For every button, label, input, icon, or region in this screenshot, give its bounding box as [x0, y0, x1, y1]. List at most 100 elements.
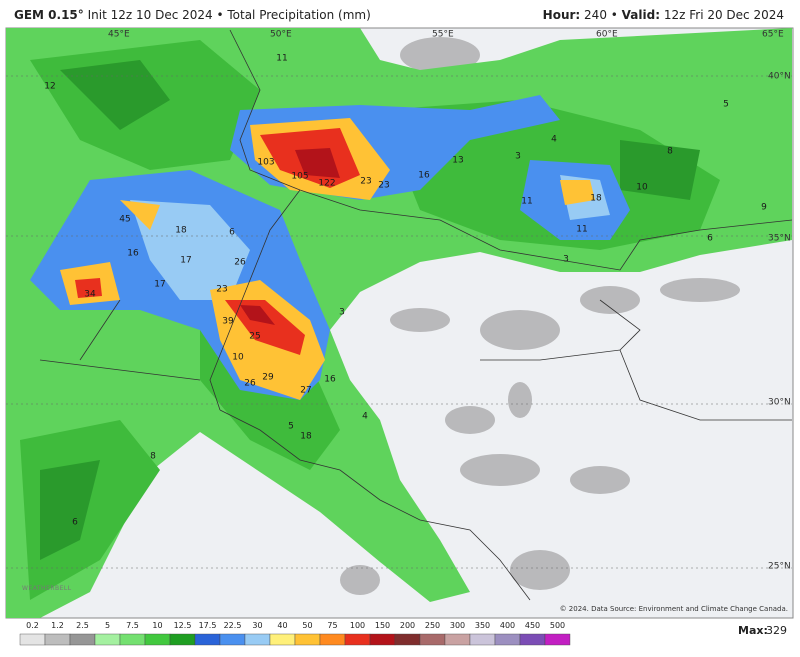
legend-label: 10: [152, 621, 162, 630]
legend-swatch: [344, 633, 371, 646]
legend-label: 0.2: [26, 621, 39, 630]
legend-swatch: [444, 633, 471, 646]
legend-swatch: [144, 633, 171, 646]
value-label: 26: [234, 258, 246, 268]
value-label: 23: [216, 285, 227, 295]
value-label: 4: [551, 135, 557, 145]
credit: © 2024. Data Source: Environment and Cli…: [560, 605, 788, 613]
value-label: 16: [127, 249, 139, 259]
watermark: WEATHERBELL: [22, 585, 72, 592]
legend-label: 5: [105, 621, 110, 630]
value-label: 8: [667, 147, 673, 157]
legend-label: 17.5: [199, 621, 217, 630]
green-darker: [40, 60, 700, 560]
valid: 12z Fri 20 Dec 2024: [663, 8, 784, 22]
value-label: 10: [232, 353, 244, 363]
legend-label: 40: [277, 621, 287, 630]
legend-swatch: [419, 633, 446, 646]
legend-label: 7.5: [126, 621, 139, 630]
legend-label: 200: [400, 621, 415, 630]
legend-swatch: [494, 633, 521, 646]
value-label: 11: [521, 197, 532, 207]
value-label: 34: [84, 290, 96, 300]
legend-label: 500: [550, 621, 565, 630]
legend-label: 30: [252, 621, 262, 630]
legend-swatch: [519, 633, 546, 646]
legend-label: 300: [450, 621, 465, 630]
lon-label: 55°E: [432, 30, 454, 40]
value-label: 18: [175, 226, 187, 236]
legend: 0.2 1.2 2.5 5 7.5 10 12.5 17.5 22.5 30 40 50 75 100 15…: [19, 621, 571, 646]
legend-swatch: [394, 633, 421, 646]
legend-label: 12.5: [174, 621, 192, 630]
value-label: 29: [262, 373, 274, 383]
legend-swatch: [469, 633, 496, 646]
value-label: 10: [636, 183, 648, 193]
legend-label: 100: [350, 621, 365, 630]
legend-label: 75: [327, 621, 337, 630]
lightblue-areas: [130, 175, 610, 300]
red-areas: [75, 128, 360, 355]
legend-swatch: [94, 633, 121, 646]
value-label: 122: [318, 179, 335, 189]
lon-label: 45°E: [108, 30, 130, 40]
hour: 240 •: [584, 8, 618, 22]
value-label: 16: [324, 375, 336, 385]
lon-label: 50°E: [270, 30, 292, 40]
borders: [39, 29, 793, 601]
legend-swatch: [219, 633, 246, 646]
value-label: 23: [378, 181, 389, 191]
value-label: 39: [222, 317, 234, 327]
value-label: 12: [44, 82, 55, 92]
value-label: 3: [339, 308, 345, 318]
legend-swatch: [369, 633, 396, 646]
legend-swatch: [44, 633, 71, 646]
value-label: 6: [72, 518, 78, 528]
value-label: 6: [229, 228, 235, 238]
value-label: 26: [244, 379, 256, 389]
legend-swatch: [119, 633, 146, 646]
value-label: 5: [288, 422, 294, 432]
header-right: Hour: 240 • Valid: 12z Fri 20 Dec 2024: [543, 8, 784, 22]
lat-label: 35°N: [768, 234, 791, 244]
value-label: 103: [257, 158, 274, 168]
value-label: 11: [576, 225, 587, 235]
value-label: 17: [154, 280, 165, 290]
value-label: 5: [723, 100, 729, 110]
lon-label: 60°E: [596, 30, 618, 40]
value-label: 18: [300, 432, 312, 442]
legend-swatch: [244, 633, 271, 646]
value-label: 3: [563, 255, 569, 265]
value-label: 25: [249, 332, 260, 342]
lat-label: 25°N: [768, 562, 791, 572]
legend-label: 150: [375, 621, 390, 630]
value-label: 105: [291, 172, 308, 182]
lat-label: 30°N: [768, 398, 791, 408]
value-label: 23: [360, 177, 371, 187]
valid-label: Valid:: [621, 8, 661, 22]
blue-areas: [30, 95, 630, 400]
legend-swatch: [294, 633, 321, 646]
legend-label: 250: [425, 621, 440, 630]
value-label: 16: [418, 171, 430, 181]
legend-swatch: [19, 633, 46, 646]
value-label: 9: [761, 203, 767, 213]
legend-label: 450: [525, 621, 540, 630]
max-value: 329: [766, 624, 787, 637]
max-label: Max:: [738, 624, 768, 637]
legend-swatch: [269, 633, 296, 646]
legend-swatch: [169, 633, 196, 646]
value-label: 3: [515, 152, 521, 162]
value-label: 13: [452, 156, 463, 166]
legend-label: 50: [302, 621, 312, 630]
legend-swatch: [69, 633, 96, 646]
value-label: 27: [300, 386, 311, 396]
legend-label: 1.2: [51, 621, 64, 630]
value-label: 4: [362, 412, 368, 422]
value-label: 18: [590, 194, 602, 204]
legend-swatch: [319, 633, 346, 646]
legend-label: 2.5: [76, 621, 89, 630]
hour-label: Hour:: [542, 8, 581, 22]
legend-label: 400: [500, 621, 515, 630]
